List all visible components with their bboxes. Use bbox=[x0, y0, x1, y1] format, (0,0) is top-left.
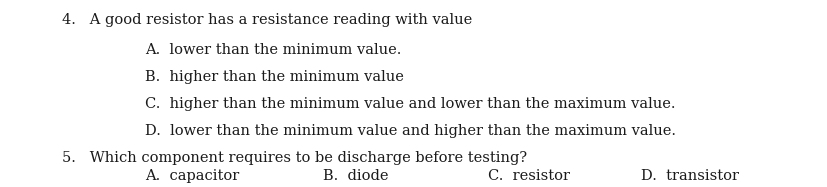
Text: B.  diode: B. diode bbox=[323, 169, 388, 183]
Text: C.  higher than the minimum value and lower than the maximum value.: C. higher than the minimum value and low… bbox=[145, 97, 675, 111]
Text: D.  transistor: D. transistor bbox=[641, 169, 739, 183]
Text: A.  capacitor: A. capacitor bbox=[145, 169, 239, 183]
Text: B.  higher than the minimum value: B. higher than the minimum value bbox=[145, 70, 404, 84]
Text: A.  lower than the minimum value.: A. lower than the minimum value. bbox=[145, 43, 401, 56]
Text: C.  resistor: C. resistor bbox=[488, 169, 570, 183]
Text: 4.   A good resistor has a resistance reading with value: 4. A good resistor has a resistance read… bbox=[62, 13, 472, 27]
Text: D.  lower than the minimum value and higher than the maximum value.: D. lower than the minimum value and high… bbox=[145, 124, 676, 138]
Text: 5.   Which component requires to be discharge before testing?: 5. Which component requires to be discha… bbox=[62, 151, 527, 165]
